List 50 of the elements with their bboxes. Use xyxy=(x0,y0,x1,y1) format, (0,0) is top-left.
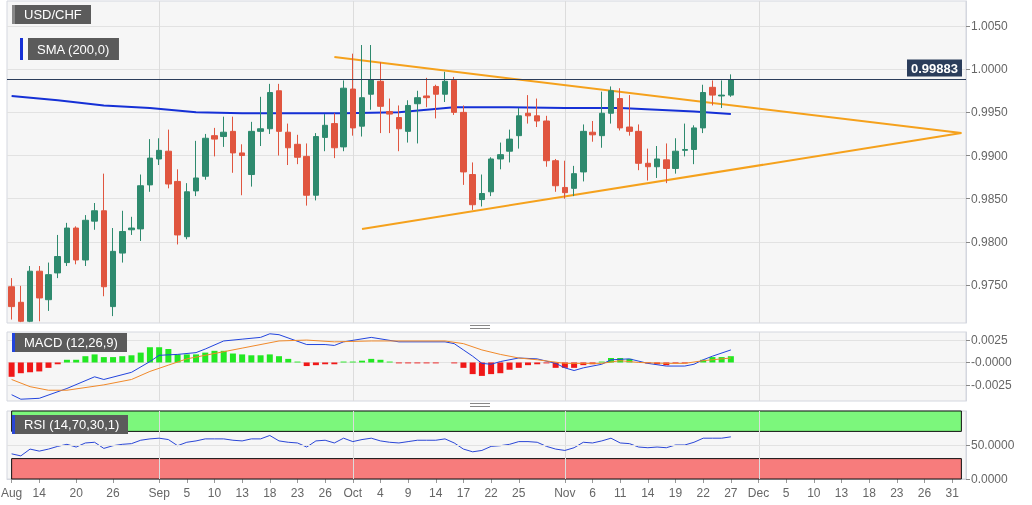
y-tick-label: 50.0000 xyxy=(971,438,1015,452)
chart-title: RSI (14,70,30,1) xyxy=(12,415,129,434)
x-tick-label: 9 xyxy=(404,486,412,500)
text: USD/CHF xyxy=(12,5,91,24)
x-tick-label: Sep xyxy=(148,486,171,500)
x-tick-label: 23 xyxy=(290,486,305,500)
x-tick-label: Aug xyxy=(0,486,23,500)
y-tick-label: 0.9900 xyxy=(971,148,1009,163)
x-tick-label: 14 xyxy=(32,486,47,500)
x-tick-label: 19 xyxy=(668,486,683,500)
x-tick-label: 20 xyxy=(69,486,84,500)
x-tick-label: 18 xyxy=(862,486,877,500)
x-tick-label: 26 xyxy=(318,486,333,500)
x-tick-label: 22 xyxy=(696,486,711,500)
x-tick-label: 10 xyxy=(207,486,222,500)
x-tick-label: 27 xyxy=(724,486,738,500)
x-tick-label: Nov xyxy=(554,486,576,500)
chart-title: MACD (12,26,9) xyxy=(12,333,127,352)
ref-line-label: 0.99883 xyxy=(911,60,959,76)
x-tick-label: Oct xyxy=(343,486,363,500)
x-tick-label: 26 xyxy=(106,486,121,500)
y-tick-label: -0.0025 xyxy=(971,377,1013,392)
legend-label: SMA (200,0) xyxy=(37,41,110,57)
x-tick-label: 14 xyxy=(429,486,443,500)
x-tick-label: 17 xyxy=(456,486,471,500)
y-tick-label: 1.0000 xyxy=(971,62,1009,77)
y-tick-label: 0.0000 xyxy=(971,472,1009,486)
x-tick-label: 5 xyxy=(183,486,191,500)
x-tick-label: 11 xyxy=(613,486,627,500)
x-tick-label: 13 xyxy=(834,486,849,500)
x-tick-label: 25 xyxy=(512,486,526,500)
y-tick-label: -0.0000 xyxy=(971,355,1013,370)
x-tick-label: Dec xyxy=(747,486,770,500)
y-tick-label: 0.9850 xyxy=(971,191,1009,206)
y-tick-label: 0.9800 xyxy=(971,234,1009,249)
x-tick-label: 5 xyxy=(782,486,790,500)
x-tick-label: 6 xyxy=(589,486,597,500)
y-tick-label: 1.0050 xyxy=(971,19,1009,34)
y-tick-label: 0.0025 xyxy=(971,333,1009,348)
y-tick-label: 0.9750 xyxy=(971,278,1009,293)
x-tick-label: 26 xyxy=(917,486,932,500)
x-tick-label: 4 xyxy=(377,486,385,500)
x-tick-label: 18 xyxy=(263,486,277,500)
x-tick-label: 23 xyxy=(890,486,904,500)
x-tick-label: 13 xyxy=(235,486,250,500)
x-tick-label: 14 xyxy=(641,486,655,500)
x-tick-label: 10 xyxy=(807,486,821,500)
x-tick-label: 22 xyxy=(484,486,499,500)
x-tick-label: 31 xyxy=(945,486,960,500)
y-tick-label: 0.9950 xyxy=(971,105,1009,120)
